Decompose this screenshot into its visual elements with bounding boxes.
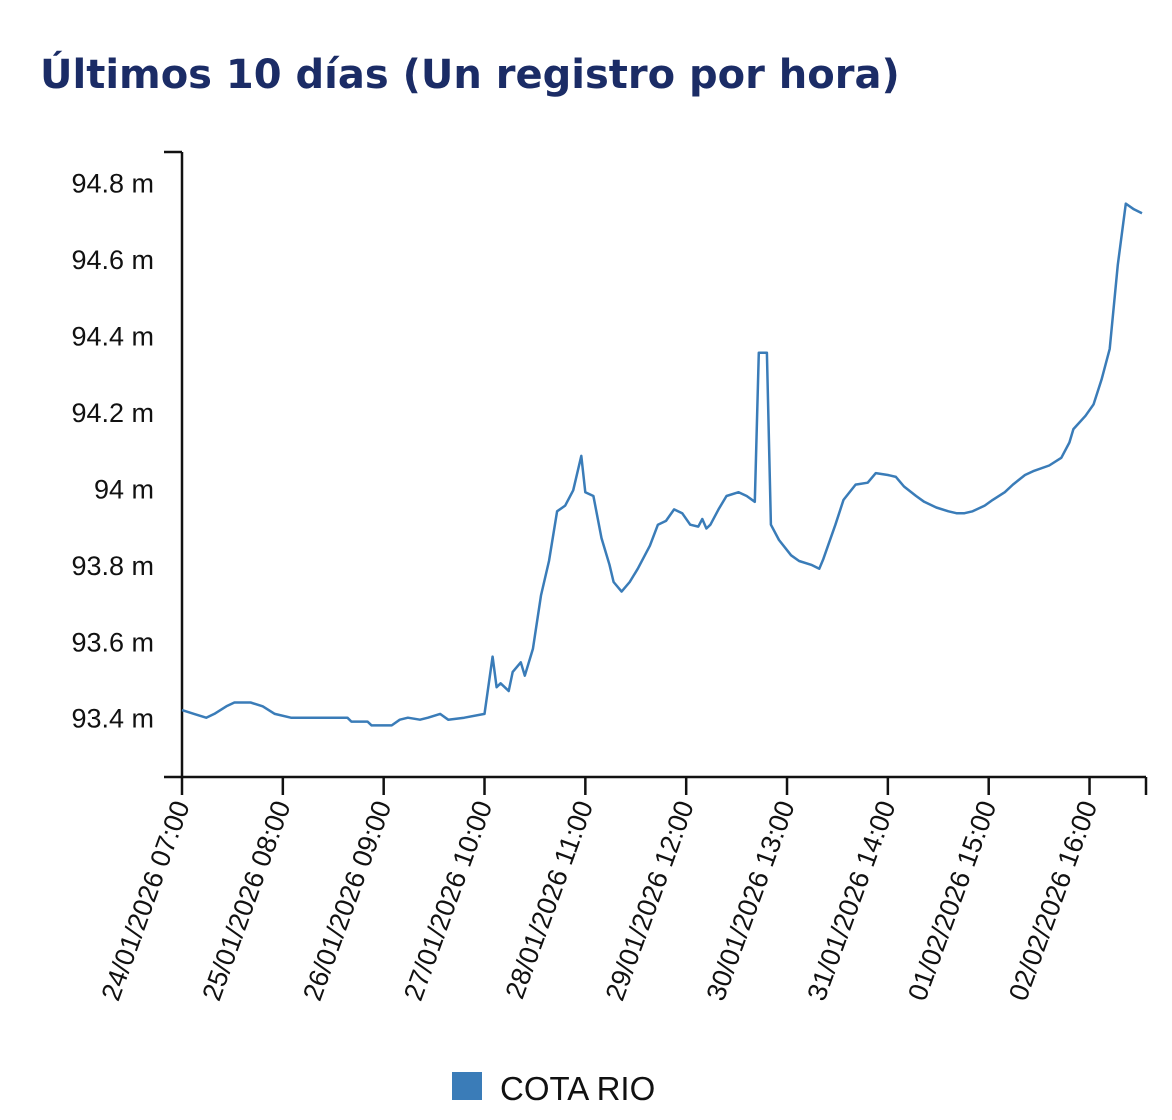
y-tick-label: 94 m <box>94 474 154 504</box>
data-line <box>181 202 1143 727</box>
x-tick-label: 28/01/2026 11:00 <box>500 797 599 1003</box>
x-tick-label: 27/01/2026 10:00 <box>398 797 498 1005</box>
x-tick-label: 29/01/2026 12:00 <box>600 797 700 1005</box>
y-tick-label: 94.8 m <box>71 169 154 199</box>
legend-label: COTA RIO <box>500 1070 655 1107</box>
legend-swatch <box>452 1072 482 1100</box>
y-tick-label: 94.6 m <box>71 245 154 275</box>
x-tick-label: 26/01/2026 09:00 <box>297 797 397 1005</box>
y-tick-label: 93.6 m <box>71 627 154 657</box>
x-tick-label: 01/02/2026 15:00 <box>902 797 1002 1005</box>
x-tick-label: 24/01/2026 07:00 <box>96 797 196 1005</box>
x-tick-label: 31/01/2026 14:00 <box>801 797 901 1005</box>
y-tick-label: 94.2 m <box>71 398 154 428</box>
x-tick-label: 30/01/2026 13:00 <box>701 797 801 1005</box>
x-tick-label: 25/01/2026 08:00 <box>196 797 296 1005</box>
y-tick-label: 93.8 m <box>71 551 154 581</box>
y-tick-label: 94.4 m <box>71 321 154 351</box>
chart-title: Últimos 10 días (Un registro por hora) <box>40 50 900 98</box>
x-tick-label: 02/02/2026 16:00 <box>1003 797 1103 1005</box>
y-tick-label: 93.4 m <box>71 704 154 734</box>
